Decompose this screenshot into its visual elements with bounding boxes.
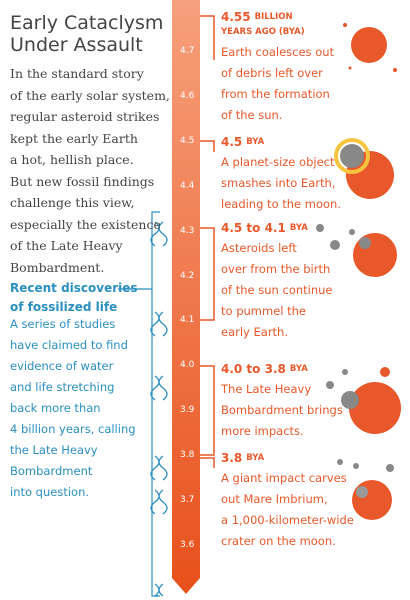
scale-label: 4.6 xyxy=(180,90,195,101)
event-text: early Earth. xyxy=(221,325,289,339)
event-text: over from the birth xyxy=(221,262,331,276)
event-text: leading to the moon. xyxy=(221,197,342,211)
brackets xyxy=(200,15,215,468)
event-text: of debris left over xyxy=(221,66,323,80)
scale-label: 3.8 xyxy=(180,450,195,461)
event-text: Earth coalesces out xyxy=(221,45,335,59)
sidebar-line: evidence of water xyxy=(10,359,114,373)
intro-line: of the Late Heavy xyxy=(10,238,123,253)
sidebar-line: A series of studies xyxy=(10,317,116,331)
sidebar-heading: of fossilized life xyxy=(10,300,118,314)
scale-label: 3.9 xyxy=(180,405,195,416)
event-unit: BYA xyxy=(246,137,265,147)
event-text: of the sun continue xyxy=(221,283,333,297)
intro-line: Bombardment. xyxy=(10,259,105,275)
scale-label: 4.0 xyxy=(180,360,195,371)
sidebar-line: 4 billion years, calling xyxy=(10,422,136,436)
event-date: 4.0 to 3.8 xyxy=(221,362,286,376)
sidebar-line: have claimed to find xyxy=(10,338,128,352)
intro-line: regular asteroid strikes xyxy=(10,109,160,124)
event-text: smashes into Earth, xyxy=(221,176,336,190)
fossil-bracket xyxy=(118,211,160,597)
intro-line: In the standard story xyxy=(10,66,144,81)
title: Early Cataclysm xyxy=(10,12,164,34)
event-text: crater on the moon. xyxy=(221,534,336,548)
event-text: A planet-size object xyxy=(221,155,335,169)
event-text: The Late Heavy xyxy=(221,382,312,396)
scale-label: 4.4 xyxy=(180,180,195,191)
scale-label: 4.5 xyxy=(180,135,195,146)
event-text: from the formation xyxy=(221,87,330,101)
title: Under Assault xyxy=(10,34,143,56)
planets xyxy=(316,23,401,520)
event-unit: BYA xyxy=(289,223,308,233)
scale-label: 4.1 xyxy=(180,315,195,326)
event-date: 4.55 xyxy=(221,10,251,24)
intro-line: kept the early Earth xyxy=(10,130,138,146)
event-text: of the sun. xyxy=(221,108,283,122)
event-unit: BILLION xyxy=(254,12,293,22)
event-date: 4.5 xyxy=(221,135,243,149)
event-date: 3.8 xyxy=(221,451,243,465)
event-date: 4.5 to 4.1 xyxy=(221,221,286,235)
scale-label: 3.6 xyxy=(180,539,195,550)
intro-line: challenge this view, xyxy=(10,195,135,210)
intro-line: a hot, hellish place. xyxy=(10,152,134,167)
sidebar-line: into question. xyxy=(10,485,90,499)
event-text: A giant impact carves xyxy=(221,471,347,485)
event-text: Asteroids left xyxy=(221,241,297,255)
intro-line: of the early solar system, xyxy=(10,87,170,103)
event-unit: BYA xyxy=(246,453,265,463)
dna-icons xyxy=(150,221,168,597)
event-unit: BYA xyxy=(289,364,308,374)
scale-label: 4.2 xyxy=(180,270,195,281)
sidebar-line: the Late Heavy xyxy=(10,443,98,457)
scale-label: 4.7 xyxy=(180,46,195,56)
sidebar-line: and life stretching xyxy=(10,380,115,394)
sidebar-line: Bombardment xyxy=(10,464,93,478)
event-text: out Mare Imbrium, xyxy=(221,492,328,506)
event-text: a 1,000-kilometer-wide xyxy=(221,513,354,527)
sidebar-line: back more than xyxy=(10,401,101,415)
intro-line: But new fossil findings xyxy=(10,173,155,189)
event-text: to pummel the xyxy=(221,304,306,318)
timeline-bar xyxy=(172,0,200,594)
event-text: more impacts. xyxy=(221,424,304,438)
event-unit: YEARS AGO (BYA) xyxy=(221,27,305,37)
scale-label: 3.7 xyxy=(180,495,195,505)
sidebar-heading: Recent discoveries xyxy=(10,281,138,295)
intro-line: especially the existence xyxy=(10,216,161,232)
event-text: Bombardment brings xyxy=(221,403,343,417)
scale-label: 4.3 xyxy=(180,225,195,236)
